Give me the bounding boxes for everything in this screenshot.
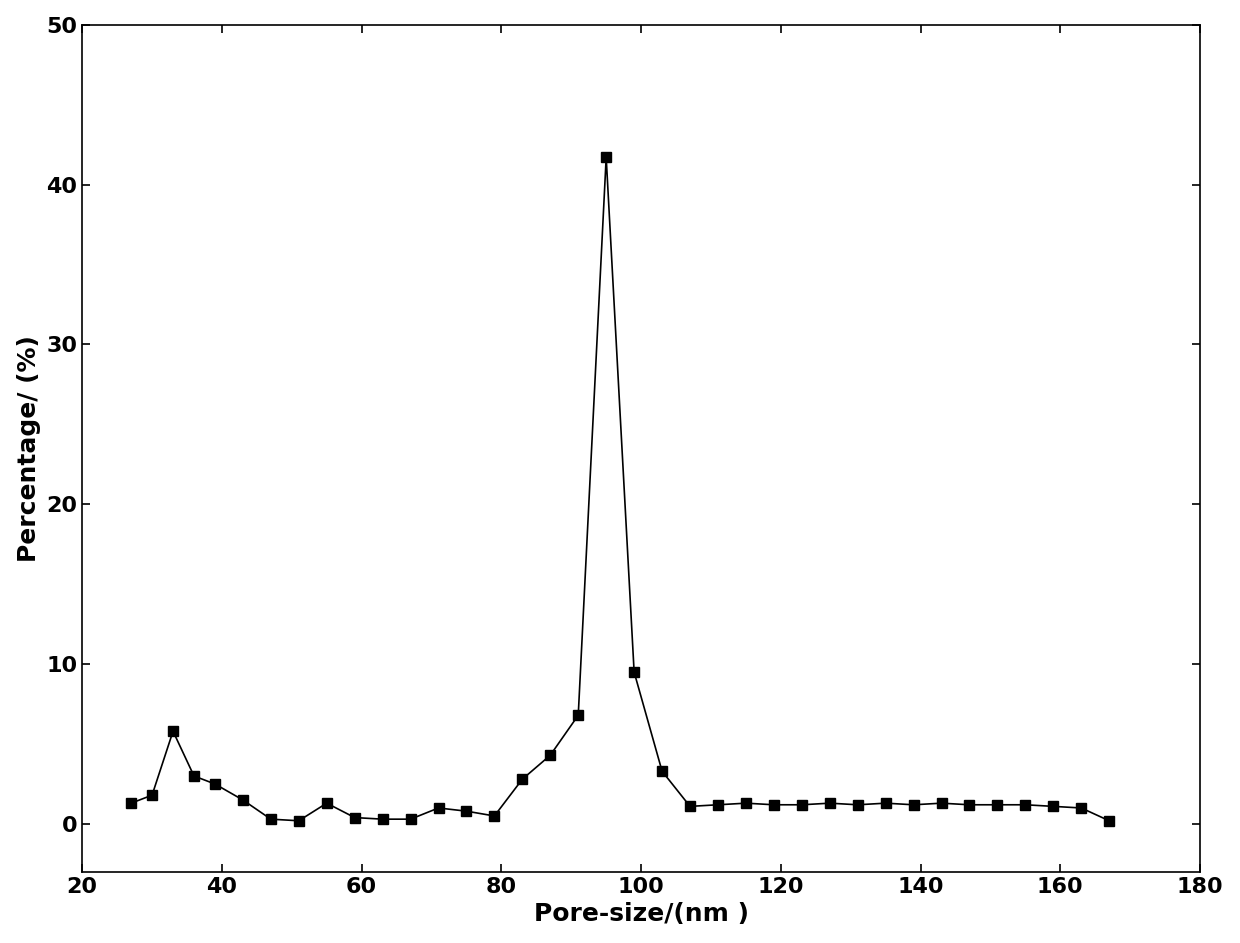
X-axis label: Pore-size/(nm ): Pore-size/(nm ) (533, 902, 749, 926)
Y-axis label: Percentage/ (%): Percentage/ (%) (16, 335, 41, 562)
